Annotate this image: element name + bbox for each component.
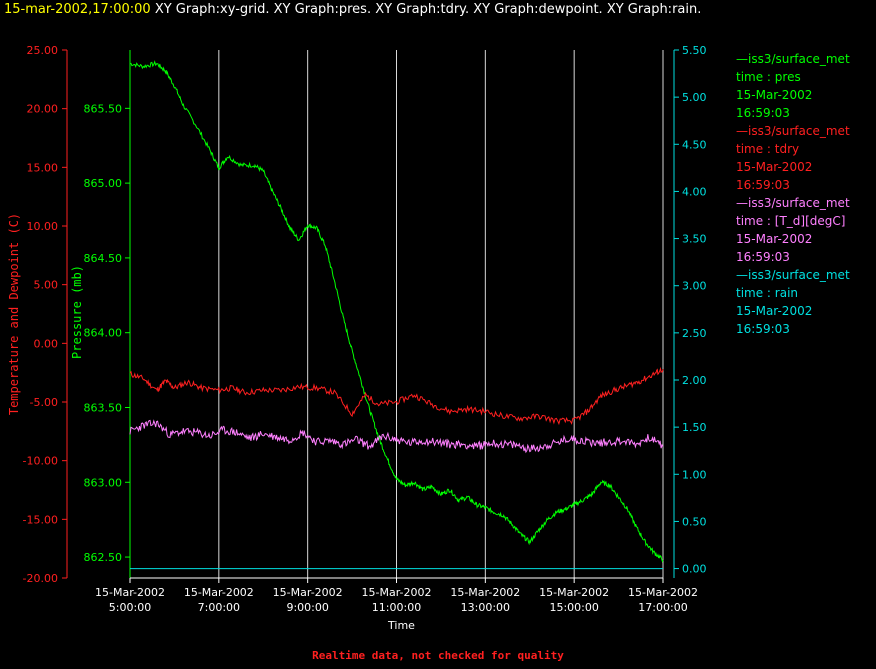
header-timestamp: 15-mar-2002,17:00:00 (4, 2, 151, 17)
legend-entry-time: 16:59:03 (736, 322, 790, 336)
header-graph-pres: XY Graph:pres. (273, 2, 372, 17)
rain-tick-label: 4.50 (682, 138, 707, 151)
time-tick-time: 5:00:00 (109, 601, 151, 614)
time-tick-date: 15-Mar-2002 (539, 586, 609, 599)
legend-entry-time: 16:59:03 (736, 250, 790, 264)
legend-entry-date: 15-Mar-2002 (736, 232, 813, 246)
pressure-tick-label: 865.50 (84, 102, 123, 115)
legend-entry-date: 15-Mar-2002 (736, 304, 813, 318)
rain-tick-label: 4.00 (682, 185, 707, 198)
legend-entry-name: —iss3/surface_met (736, 196, 850, 210)
time-tick-time: 13:00:00 (461, 601, 510, 614)
time-tick-date: 15-Mar-2002 (450, 586, 520, 599)
rain-tick-label: 1.50 (682, 421, 707, 434)
time-tick-date: 15-Mar-2002 (362, 586, 432, 599)
time-tick-time: 9:00:00 (286, 601, 328, 614)
rain-tick-label: 1.00 (682, 468, 707, 481)
rain-tick-label: 2.00 (682, 374, 707, 387)
legend-entry-pres: —iss3/surface_met time : pres 15-Mar-200… (736, 50, 850, 122)
time-tick-time: 7:00:00 (198, 601, 240, 614)
header-graph-rain: XY Graph:rain. (606, 2, 702, 17)
header-graph-dewpoint: XY Graph:dewpoint. (473, 2, 603, 17)
header-graph-xy-grid: XY Graph:xy-grid. (154, 2, 270, 17)
pressure-tick-label: 863.50 (84, 401, 123, 414)
rain-tick-label: 0.00 (682, 563, 707, 576)
pressure-tick-label: 862.50 (84, 551, 123, 564)
temp-tick-label: -5.00 (30, 396, 58, 409)
time-axis-label: Time (387, 619, 415, 632)
legend-entry-var: time : pres (736, 70, 801, 84)
temp-tick-label: -20.00 (23, 572, 58, 585)
quality-footer: Realtime data, not checked for quality (312, 649, 564, 662)
legend-entry-var: time : [T_d][degC] (736, 214, 846, 228)
legend-entry-name: —iss3/surface_met (736, 268, 850, 282)
legend-entry-name: —iss3/surface_met (736, 52, 850, 66)
series-line-dewpoint (129, 419, 664, 454)
temp-tick-label: 5.00 (34, 279, 59, 292)
rain-tick-label: 0.50 (682, 515, 707, 528)
legend-entry-time: 16:59:03 (736, 106, 790, 120)
rain-tick-label: 5.50 (682, 44, 707, 57)
time-tick-date: 15-Mar-2002 (273, 586, 343, 599)
legend-entry-tdry: —iss3/surface_met time : tdry 15-Mar-200… (736, 122, 850, 194)
time-tick-date: 15-Mar-2002 (184, 586, 254, 599)
legend-entry-dewpoint: —iss3/surface_met time : [T_d][degC] 15-… (736, 194, 850, 266)
legend-entry-date: 15-Mar-2002 (736, 160, 813, 174)
series-line-pres (129, 60, 664, 563)
temp-axis-label: Temperature and Dewpoint (C) (7, 213, 21, 415)
header-graph-tdry: XY Graph:tdry. (375, 2, 470, 17)
series-line-tdry (129, 366, 664, 426)
rain-tick-label: 5.00 (682, 91, 707, 104)
pressure-axis-label: Pressure (mb) (70, 265, 84, 359)
temp-tick-label: -10.00 (23, 455, 58, 468)
pressure-tick-label: 864.00 (84, 327, 123, 340)
pressure-tick-label: 864.50 (84, 252, 123, 265)
header: 15-mar-2002,17:00:00 XY Graph:xy-grid. X… (4, 2, 701, 17)
temp-tick-label: 0.00 (34, 337, 59, 350)
time-tick-time: 11:00:00 (372, 601, 421, 614)
temp-tick-label: 10.00 (27, 220, 59, 233)
rain-tick-label: 3.50 (682, 233, 707, 246)
rain-tick-label: 3.00 (682, 280, 707, 293)
temp-tick-label: 20.00 (27, 103, 59, 116)
pressure-tick-label: 863.00 (84, 476, 123, 489)
time-tick-date: 15-Mar-2002 (628, 586, 698, 599)
legend-entry-date: 15-Mar-2002 (736, 88, 813, 102)
time-tick-date: 15-Mar-2002 (95, 586, 165, 599)
legend-entry-rain: —iss3/surface_met time : rain 15-Mar-200… (736, 266, 850, 338)
temp-tick-label: 25.00 (27, 44, 59, 57)
legend-entry-var: time : tdry (736, 142, 800, 156)
pressure-tick-label: 865.00 (84, 177, 123, 190)
legend-entry-var: time : rain (736, 286, 799, 300)
rain-tick-label: 2.50 (682, 327, 707, 340)
temp-tick-label: -15.00 (23, 513, 58, 526)
legend-entry-name: —iss3/surface_met (736, 124, 850, 138)
time-tick-time: 15:00:00 (549, 601, 598, 614)
temp-tick-label: 15.00 (27, 161, 59, 174)
legend-entry-time: 16:59:03 (736, 178, 790, 192)
time-tick-time: 17:00:00 (638, 601, 687, 614)
